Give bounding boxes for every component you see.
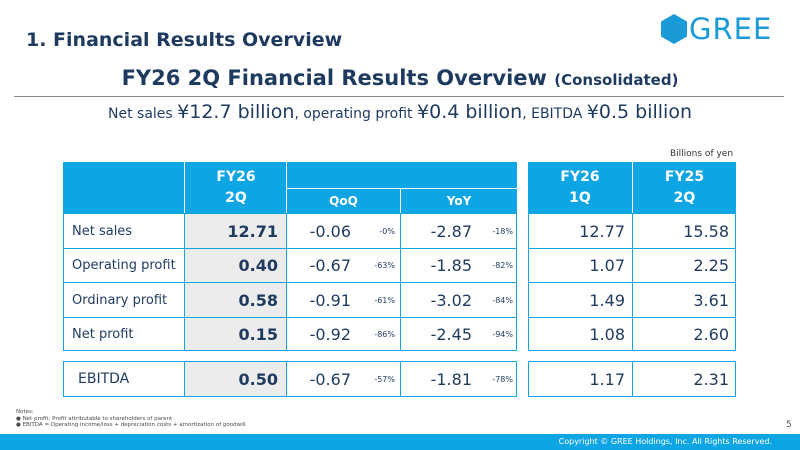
- value-prev-2q: 3.61: [693, 290, 729, 310]
- value-2q: 12.71: [185, 214, 286, 248]
- col-fy25-2q-line1: FY25: [664, 168, 705, 185]
- title-divider: [14, 96, 784, 97]
- col-fy25-2q-line2: 2Q: [673, 189, 696, 206]
- value-yoy-pct: -84%: [492, 295, 513, 305]
- col-fy26-2q-line2: 2Q: [225, 189, 247, 206]
- title-main: FY26 2Q Financial Results Overview: [121, 66, 547, 90]
- value-1q: 1.17: [589, 369, 625, 389]
- col-fy26-2q-line1: FY26: [216, 168, 256, 185]
- notes-heading: Notes:: [16, 409, 34, 415]
- value-qoq: -0.91: [309, 290, 351, 310]
- note-text: EBITDA = Operating income/loss + depreci…: [22, 422, 246, 428]
- row-label-operating-profit: Operating profit: [72, 258, 176, 273]
- col-fy25-2q: FY25 2Q: [633, 162, 736, 213]
- value-qoq: -0.92: [309, 324, 351, 344]
- note-text: Net profit: Profit attributable to share…: [22, 415, 173, 422]
- col-yoy: YoY: [401, 189, 517, 213]
- value-prev-2q: 2.25: [693, 256, 729, 275]
- col-fy26-1q-line1: FY26: [560, 168, 600, 185]
- col-fy26-1q-line2: 1Q: [569, 189, 591, 206]
- value-2q: 0.15: [185, 318, 286, 350]
- value-yoy: -2.45: [430, 324, 472, 344]
- value-yoy-pct: -18%: [492, 226, 513, 236]
- right-row-divider-2: [528, 282, 736, 283]
- row-label-net-profit: Net profit: [72, 326, 134, 342]
- note-item: ● Net profit: Profit attributable to sha…: [16, 415, 173, 422]
- value-qoq-pct: -0%: [379, 226, 395, 236]
- header-empty-cell: [63, 162, 183, 213]
- value-1q: 1.08: [589, 324, 625, 344]
- ebitda-row-left: [63, 361, 517, 397]
- page-number: 5: [786, 420, 792, 430]
- ebitda-divider-1: [184, 361, 185, 397]
- summary-value-1: ¥12.7 billion: [177, 101, 295, 123]
- title-sub: (Consolidated): [554, 71, 679, 89]
- row-label-ebitda: EBITDA: [78, 371, 130, 387]
- summary-part-2: , operating profit: [294, 106, 418, 122]
- header-divider-v2: [286, 162, 287, 213]
- value-yoy: -2.87: [430, 221, 472, 241]
- value-2q: 0.40: [185, 249, 286, 282]
- note-item: ● EBITDA = Operating income/loss + depre…: [16, 422, 246, 428]
- right-row-divider-3: [528, 317, 736, 318]
- value-2q: 0.58: [185, 283, 286, 317]
- summary-value-3: ¥0.5 billion: [586, 101, 692, 123]
- col-fy26-1q: FY26 1Q: [528, 162, 632, 213]
- page-title: FY26 2Q Financial Results Overview (Cons…: [0, 66, 800, 90]
- value-yoy: -3.02: [430, 290, 472, 310]
- value-1q: 1.49: [589, 290, 625, 310]
- value-prev-2q: 2.31: [693, 369, 729, 389]
- value-qoq-pct: -63%: [374, 261, 395, 270]
- footer-bar: [0, 434, 800, 450]
- header-divider-v: [400, 188, 401, 213]
- header-divider-h: [287, 188, 517, 189]
- value-yoy-pct: -82%: [492, 261, 513, 270]
- summary-part-1: Net sales: [108, 106, 178, 122]
- row-divider-2: [63, 282, 517, 283]
- value-1q: 12.77: [579, 221, 625, 241]
- row-divider-3: [63, 317, 517, 318]
- summary-value-2: ¥0.4 billion: [417, 101, 523, 123]
- copyright: Copyright © GREE Holdings, Inc. All Righ…: [558, 437, 772, 446]
- ebitda-divider-2: [286, 361, 287, 397]
- unit-note: Billions of yen: [670, 149, 734, 159]
- value-yoy-pct: -94%: [492, 329, 513, 339]
- row-divider-1: [63, 248, 517, 249]
- summary-line: Net sales ¥12.7 billion, operating profi…: [0, 101, 800, 123]
- value-yoy: -1.85: [430, 256, 472, 275]
- hexagon-logo-icon: [661, 14, 687, 44]
- summary-part-3: , EBITDA: [522, 106, 587, 122]
- value-2q: 0.50: [238, 369, 278, 389]
- value-qoq: -0.06: [309, 221, 351, 241]
- logo-text: GREE: [689, 12, 773, 46]
- value-qoq-pct: -57%: [374, 374, 395, 384]
- right-row-divider-1: [528, 248, 736, 249]
- value-qoq: -0.67: [309, 369, 351, 389]
- value-qoq-pct: -86%: [374, 329, 395, 339]
- value-prev-2q: 2.60: [693, 324, 729, 344]
- col-qoq: QoQ: [287, 189, 400, 213]
- value-prev-2q: 15.58: [683, 221, 729, 241]
- header-divider-v3: [184, 162, 185, 213]
- value-yoy: -1.81: [430, 369, 472, 389]
- value-1q: 1.07: [589, 256, 625, 275]
- value-qoq-pct: -61%: [374, 295, 395, 305]
- ebitda-shade: [185, 362, 287, 396]
- value-yoy-pct: -78%: [492, 374, 513, 384]
- gree-logo: GREE: [661, 12, 781, 46]
- value-qoq: -0.67: [309, 256, 351, 275]
- notes: Notes: ● Net profit: Profit attributable…: [16, 409, 246, 429]
- row-label-ordinary-profit: Ordinary profit: [72, 292, 168, 308]
- ebitda-right-divider: [632, 361, 633, 397]
- section-title: 1. Financial Results Overview: [26, 29, 343, 51]
- ebitda-divider-3: [400, 361, 401, 397]
- row-label-net-sales: Net sales: [72, 223, 133, 239]
- right-header-divider: [632, 162, 633, 213]
- col-fy26-2q: FY26 2Q: [185, 162, 287, 213]
